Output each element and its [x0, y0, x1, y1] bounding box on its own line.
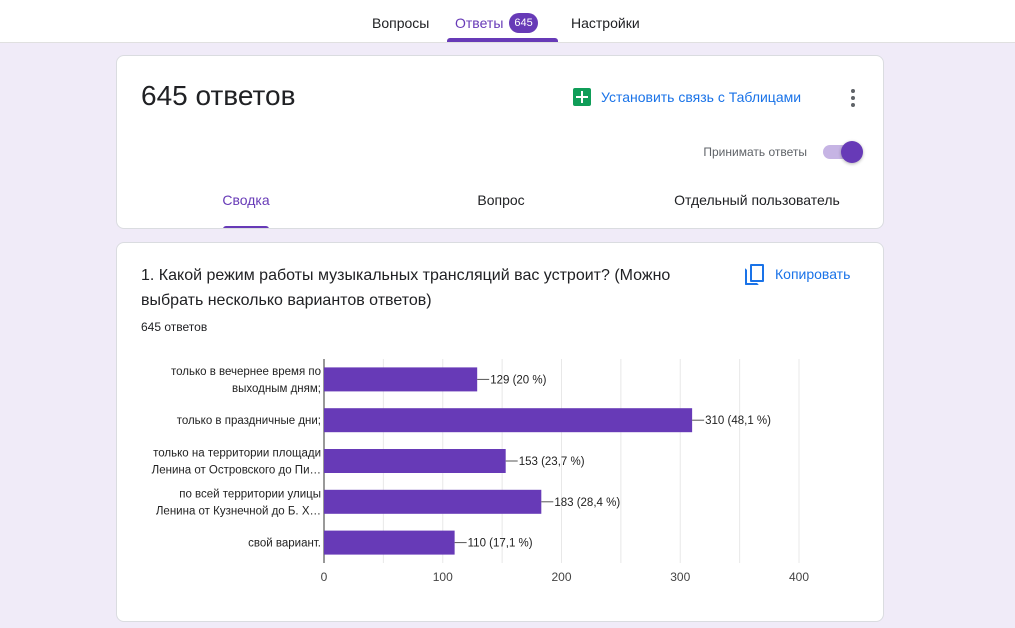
- tab-responses[interactable]: Ответы 645: [455, 0, 538, 42]
- copy-chart-button[interactable]: Копировать: [745, 263, 850, 285]
- subtab-question[interactable]: Вопрос: [477, 192, 525, 208]
- category-label: Ленина от Островского до Пи…: [152, 465, 321, 477]
- x-tick-label: 100: [433, 570, 453, 584]
- question-summary-card: 1. Какой режим работы музыкальных трансл…: [116, 242, 884, 622]
- bar: [324, 408, 693, 433]
- data-label: 183 (28,4 %): [554, 497, 620, 509]
- category-label: только на территории площади: [153, 448, 321, 460]
- category-label: Ленина от Кузнечной до Б. Х…: [156, 505, 321, 517]
- more-options-icon[interactable]: [841, 86, 865, 110]
- responses-title: 645 ответов: [141, 80, 296, 111]
- tab-settings[interactable]: Настройки: [571, 15, 640, 31]
- data-label: 310 (48,1 %): [705, 415, 771, 427]
- category-label: свой вариант.: [248, 538, 321, 550]
- responses-count-badge: 645: [509, 13, 538, 34]
- tab-responses-label: Ответы: [455, 15, 504, 31]
- copy-icon: [745, 264, 764, 285]
- category-label: по всей территории улицы: [179, 488, 321, 500]
- top-navigation: Вопросы Ответы 645 Настройки: [0, 0, 1015, 43]
- bar: [324, 367, 478, 392]
- category-label: выходным дням;: [232, 383, 321, 395]
- link-to-sheets-label: Установить связь с Таблицами: [601, 89, 802, 105]
- category-label: только в вечернее время по: [171, 366, 321, 378]
- x-tick-label: 0: [321, 570, 328, 584]
- copy-chart-label: Копировать: [775, 266, 851, 282]
- data-label: 129 (20 %): [490, 374, 546, 386]
- tab-questions[interactable]: Вопросы: [372, 15, 430, 31]
- sheets-icon: [573, 88, 591, 106]
- bar: [324, 489, 542, 514]
- accept-responses-toggle[interactable]: [823, 140, 863, 164]
- category-label: только в праздничные дни;: [177, 415, 321, 427]
- question-response-count: 645 ответов: [141, 320, 208, 334]
- subtab-individual[interactable]: Отдельный пользователь: [674, 192, 840, 208]
- accept-responses-label: Принимать ответы: [703, 145, 807, 159]
- x-tick-label: 400: [789, 570, 809, 584]
- active-subtab-indicator: [223, 226, 269, 228]
- responses-summary-card: 645 ответов Установить связь с Таблицами…: [116, 55, 884, 229]
- x-tick-label: 300: [670, 570, 690, 584]
- bar-chart: 0 100 200 300 400 129 (20 %) только в вечернее…: [152, 359, 809, 584]
- data-label: 110 (17,1 %): [468, 538, 533, 550]
- active-tab-indicator: [447, 38, 558, 42]
- question-title: 1. Какой режим работы музыкальных трансл…: [141, 267, 671, 309]
- toggle-knob: [841, 141, 863, 163]
- subtab-summary[interactable]: Сводка: [222, 192, 270, 208]
- bar: [324, 530, 455, 555]
- bar: [324, 449, 506, 473]
- data-label: 153 (23,7 %): [519, 456, 585, 468]
- link-to-sheets-button[interactable]: Установить связь с Таблицами: [573, 86, 801, 108]
- x-tick-label: 200: [551, 570, 571, 584]
